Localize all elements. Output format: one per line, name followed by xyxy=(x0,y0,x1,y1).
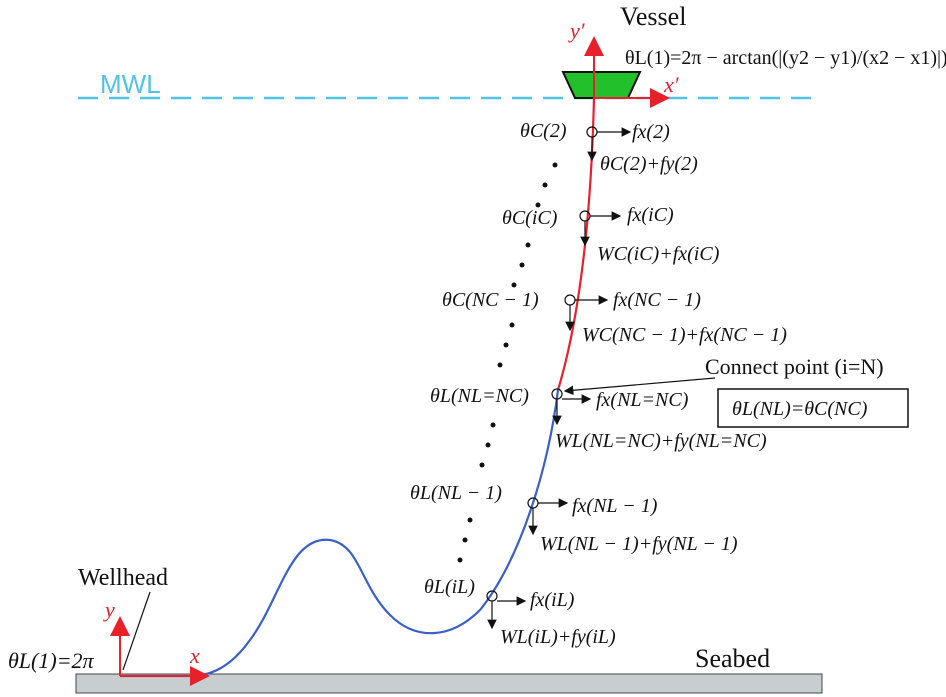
element-dots xyxy=(457,162,558,563)
ln1-angle-label: θL(NL − 1) xyxy=(410,482,502,504)
ln-fx-label: fx(NL=NC) xyxy=(596,389,689,411)
ln-angle-label: θL(NL=NC) xyxy=(430,385,529,407)
li-angle-label: θL(iL) xyxy=(424,576,475,598)
ci-fx-label: fx(iC) xyxy=(627,204,674,226)
ci-w-label: WC(iC)+fx(iC) xyxy=(597,243,720,265)
cn-w-label: WC(NC − 1)+fx(NC − 1) xyxy=(582,324,787,346)
bottom-angle-label: θL(1)=2π xyxy=(8,648,95,673)
node-cn: θC(NC − 1) fx(NC − 1) WC(NC − 1)+fx(NC −… xyxy=(442,289,787,346)
c2-fx-label: fx(2) xyxy=(632,121,670,143)
ci-angle-label: θC(iC) xyxy=(502,207,558,229)
li-fx-label: fx(iL) xyxy=(530,589,575,611)
cn-angle-label: θC(NC − 1) xyxy=(442,289,539,311)
y-prime-label: y′ xyxy=(568,18,586,43)
node-ci: θC(iC) fx(iC) WC(iC)+fx(iC) xyxy=(502,204,720,265)
c2-fy-label: θC(2)+fy(2) xyxy=(600,153,698,175)
seabed-label: Seabed xyxy=(695,644,770,673)
vessel-hull xyxy=(561,71,642,99)
y-label: y xyxy=(103,597,115,622)
wellhead-label: Wellhead xyxy=(78,565,168,591)
node-ln: θL(NL=NC) fx(NL=NC) WL(NL=NC)+fy(NL=NC) xyxy=(430,385,767,452)
equation-box xyxy=(717,388,909,428)
c2-angle-label: θC(2) xyxy=(520,120,567,142)
li-w-label: WL(iL)+fy(iL) xyxy=(500,626,616,648)
equation-text: θL(NL)=θC(NC) xyxy=(732,398,868,420)
node-li: θL(iL) fx(iL) WL(iL)+fy(iL) xyxy=(424,576,616,648)
seabed-block xyxy=(75,673,823,694)
wellhead-pointer xyxy=(122,591,151,671)
mwl-label: MWL xyxy=(100,69,161,99)
top-angle-formula: θL(1)=2π − arctan(|(y2 − y1)/(x2 − x1)|) xyxy=(625,47,946,69)
ln1-w-label: WL(NL − 1)+fy(NL − 1) xyxy=(540,533,738,555)
x-prime-label: x′ xyxy=(663,72,680,97)
cn-fx-label: fx(NC − 1) xyxy=(613,289,701,311)
x-label: x xyxy=(189,643,200,668)
node-c2: θC(2) fx(2) θC(2)+fy(2) xyxy=(520,120,698,175)
node-ln1: θL(NL − 1) fx(NL − 1) WL(NL − 1)+fy(NL −… xyxy=(410,482,738,555)
connect-point: Connect point (i=N) θL(NL)=θC(NC) xyxy=(563,354,909,428)
riser-lower-segment xyxy=(120,389,560,678)
ln1-fx-label: fx(NL − 1) xyxy=(572,495,658,517)
vessel-label: Vessel xyxy=(620,2,686,31)
connect-point-label: Connect point (i=N) xyxy=(705,354,884,379)
ln-w-label: WL(NL=NC)+fy(NL=NC) xyxy=(555,430,767,452)
